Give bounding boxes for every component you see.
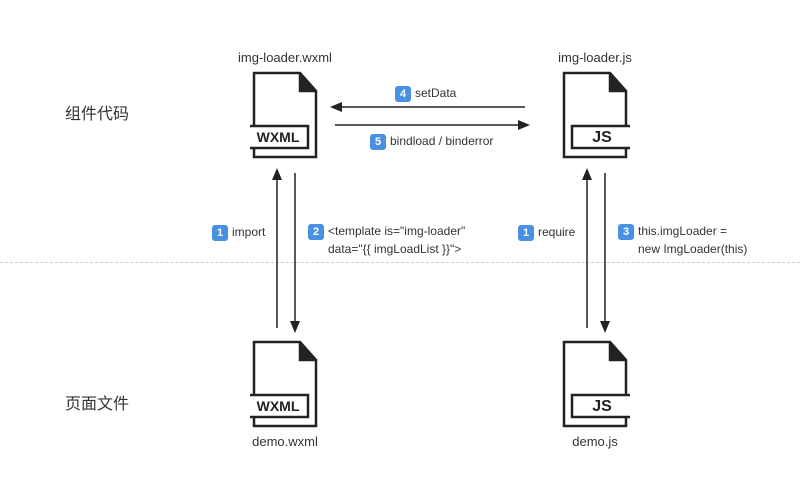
file-icon: WXML	[250, 71, 320, 159]
badge-icon: 1	[212, 225, 228, 241]
file-node-js-top: img-loader.js JS	[525, 50, 665, 159]
arrow-import	[270, 168, 284, 333]
svg-text:WXML: WXML	[257, 129, 300, 145]
arrow-imgloader	[598, 168, 612, 333]
badge-icon: 5	[370, 134, 386, 150]
svg-text:JS: JS	[592, 398, 612, 415]
section-label-bottom: 页面文件	[65, 390, 129, 414]
arrow-template	[288, 168, 302, 333]
edge-label-template: 2<template is="img-loader" data="{{ imgL…	[308, 222, 465, 258]
badge-icon: 1	[518, 225, 534, 241]
svg-text:JS: JS	[592, 129, 612, 146]
file-icon: WXML	[250, 340, 320, 428]
file-icon: JS	[560, 340, 630, 428]
file-caption: demo.js	[525, 434, 665, 449]
svg-text:WXML: WXML	[257, 398, 300, 414]
edge-label-import: 1import	[212, 225, 265, 241]
file-node-js-bottom: JS demo.js	[525, 340, 665, 449]
file-caption: demo.wxml	[215, 434, 355, 449]
section-divider	[0, 262, 800, 263]
arrow-bindload	[330, 118, 530, 132]
badge-icon: 2	[308, 224, 324, 240]
edge-label-imgloader: 3this.imgLoader = new ImgLoader(this)	[618, 222, 747, 258]
edge-label-require: 1require	[518, 225, 575, 241]
edge-label-setdata: 4setData	[395, 86, 456, 102]
file-node-wxml-bottom: WXML demo.wxml	[215, 340, 355, 449]
arrow-require	[580, 168, 594, 333]
file-title: img-loader.wxml	[215, 50, 355, 65]
badge-icon: 4	[395, 86, 411, 102]
file-title: img-loader.js	[525, 50, 665, 65]
file-icon: JS	[560, 71, 630, 159]
badge-icon: 3	[618, 224, 634, 240]
arrow-setdata	[330, 100, 530, 114]
section-label-top: 组件代码	[65, 100, 129, 124]
edge-label-bindload: 5bindload / binderror	[370, 134, 493, 150]
